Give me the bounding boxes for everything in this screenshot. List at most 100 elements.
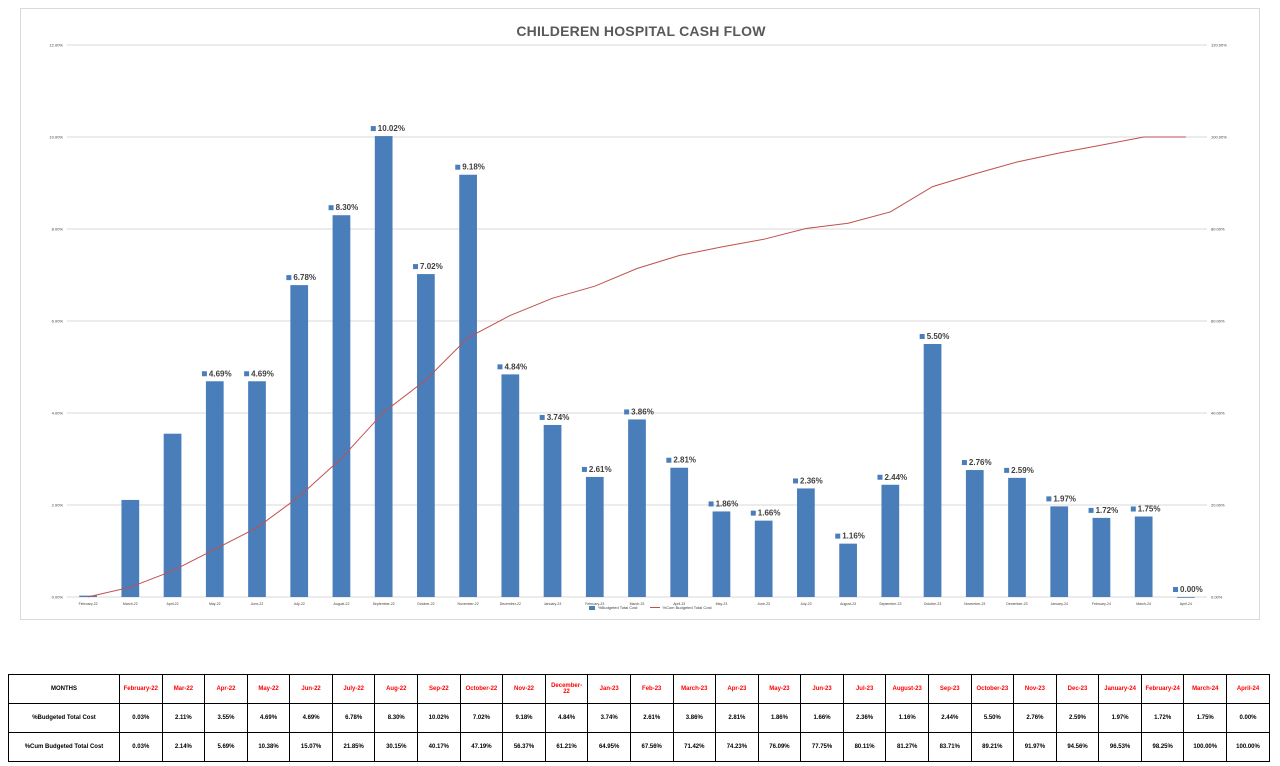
- bar: [501, 374, 520, 597]
- data-label-marker: [497, 364, 503, 370]
- data-label-marker: [539, 414, 545, 420]
- legend-label-bars: %Budgeted Total Cost: [598, 605, 638, 610]
- legend-item-bars: %Budgeted Total Cost: [589, 605, 638, 610]
- x-tick-label: December-22: [500, 602, 521, 606]
- data-label-marker: [1173, 587, 1179, 592]
- data-label-marker: [793, 478, 799, 484]
- table-cell: 1.86%: [757, 703, 802, 733]
- table-cell: 74.23%: [715, 732, 759, 762]
- table-cell: 21.85%: [331, 732, 376, 762]
- table-cell: 2.14%: [161, 732, 206, 762]
- x-tick-label: March-22: [123, 602, 138, 606]
- month-header-cell: March-23: [672, 674, 717, 704]
- bar: [417, 274, 435, 597]
- table-cell: 1.16%: [885, 703, 929, 733]
- month-header-cell: February-22: [119, 674, 163, 704]
- bar-data-label: 2.44%: [884, 473, 907, 482]
- table-cell: 40.17%: [417, 732, 461, 762]
- table-cell: 71.42%: [672, 732, 717, 762]
- y-right-tick-label: 0.00%: [1211, 595, 1223, 600]
- table-row-budgeted: %Budgeted Total Cost 0.03% 2.11% 3.55% 4.69…: [8, 703, 1270, 733]
- bar-data-label: 1.86%: [716, 499, 739, 508]
- row-label-budgeted: %Budgeted Total Cost: [8, 703, 120, 733]
- table-cell: 47.19%: [459, 732, 504, 762]
- x-tick-label: February-22: [79, 602, 98, 606]
- bar: [79, 595, 97, 597]
- bar: [797, 488, 815, 597]
- bar: [205, 381, 224, 597]
- table-cell: 83.71%: [927, 732, 972, 762]
- y-right-tick-label: 60.00%: [1211, 319, 1225, 324]
- table-cell: 76.09%: [757, 732, 802, 762]
- table-row-cumulative: %Cum Budgeted Total Cost 0.03% 2.14% 5.69%…: [8, 732, 1270, 762]
- bar-data-label: 2.76%: [969, 458, 992, 467]
- table-cell: 94.56%: [1055, 732, 1100, 762]
- y-right-tick-label: 20.00%: [1211, 503, 1225, 508]
- month-header-cell: Jun-22: [289, 674, 333, 704]
- y-right-tick-label: 120.00%: [1211, 43, 1227, 48]
- bar-data-label: 4.84%: [504, 362, 527, 371]
- bar-data-label: 3.74%: [547, 413, 570, 422]
- bar-data-label: 5.50%: [927, 332, 950, 341]
- table-cell: 81.27%: [885, 732, 929, 762]
- x-tick-label: November-23: [964, 602, 985, 606]
- bar-data-label: 7.02%: [420, 262, 443, 271]
- table-cell: 30.15%: [374, 732, 419, 762]
- month-header-cell: Feb-23: [629, 674, 674, 704]
- table-cell: 1.66%: [800, 703, 844, 733]
- data-label-marker: [1004, 467, 1010, 473]
- bar-data-label: 1.75%: [1138, 505, 1161, 514]
- bar: [543, 424, 562, 597]
- table-cell: 3.55%: [204, 703, 248, 733]
- table-cell: 89.21%: [970, 732, 1015, 762]
- table-cell: 80.11%: [842, 732, 887, 762]
- x-tick-label: May-23: [716, 602, 728, 606]
- table-cell: 10.38%: [246, 732, 291, 762]
- table-cell: 2.36%: [842, 703, 887, 733]
- x-tick-label: August-23: [840, 602, 856, 606]
- bar: [712, 511, 731, 597]
- x-tick-label: July-23: [800, 602, 811, 606]
- month-header-cell: Sep-23: [927, 674, 972, 704]
- month-header-cell: May-22: [246, 674, 291, 704]
- month-header-cell: December-22: [544, 674, 589, 704]
- bar: [248, 381, 266, 597]
- table-cell: 2.44%: [927, 703, 972, 733]
- legend-label-line: %Cum Budgeted Total Cost: [662, 605, 712, 610]
- data-label-marker: [877, 474, 883, 480]
- chart-area: 0.00% 0.00% 2.00% 20.00% 4.00% 40.00% 6.00% 60.…: [20, 8, 1260, 620]
- month-header-cell: Jul-23: [842, 674, 887, 704]
- bar-data-label: 2.81%: [673, 456, 696, 465]
- y-left-tick-label: 2.00%: [52, 503, 64, 508]
- bar: [965, 470, 984, 597]
- bar-data-label: 6.78%: [293, 273, 316, 282]
- bar-data-label: 2.61%: [589, 465, 612, 474]
- combo-chart: 0.00% 0.00% 2.00% 20.00% 4.00% 40.00% 6.00% 60.…: [49, 43, 1227, 607]
- x-tick-label: January-23: [544, 602, 562, 606]
- table-cell: 96.53%: [1098, 732, 1142, 762]
- month-header-cell: July-22: [331, 674, 376, 704]
- cumulative-line: [87, 136, 1186, 598]
- data-label-marker: [919, 334, 925, 339]
- x-tick-label: March-23: [630, 602, 645, 606]
- chart-legend: %Budgeted Total Cost %Cum Budgeted Total…: [589, 605, 712, 610]
- y-left-tick-label: 4.00%: [52, 411, 64, 416]
- table-cell: 100.00%: [1183, 732, 1228, 762]
- table-cell: 9.18%: [502, 703, 546, 733]
- bar: [585, 476, 604, 597]
- table-cell: 1.97%: [1098, 703, 1142, 733]
- x-tick-label: June-23: [757, 602, 770, 606]
- y-left-tick-label: 10.00%: [49, 135, 63, 140]
- table-cell: 5.50%: [970, 703, 1015, 733]
- data-label-marker: [370, 126, 376, 132]
- bar: [754, 520, 773, 597]
- bar-data-label: 1.16%: [842, 532, 865, 541]
- month-header-cell: October-23: [970, 674, 1015, 704]
- bar: [459, 174, 477, 597]
- data-label-marker: [624, 409, 630, 415]
- table-cell: 0.03%: [119, 703, 163, 733]
- table-cell: 2.76%: [1013, 703, 1057, 733]
- y-right-tick-label: 100.00%: [1211, 135, 1227, 140]
- table-cell: 15.07%: [289, 732, 333, 762]
- month-header-cell: April-24: [1226, 674, 1270, 704]
